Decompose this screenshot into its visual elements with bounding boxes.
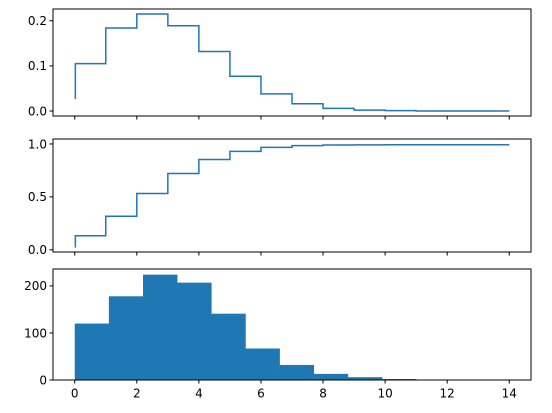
- y-tick-label: 0: [39, 373, 47, 387]
- x-tick-label: 12: [440, 387, 455, 401]
- histogram-bar: [313, 373, 349, 380]
- histogram-bar: [74, 323, 110, 380]
- y-tick-label: 0.5: [28, 190, 47, 204]
- x-tick-label: 10: [377, 387, 392, 401]
- histogram-bar: [177, 282, 212, 380]
- axes-frame: [52, 8, 532, 117]
- histogram-bar: [347, 377, 383, 380]
- step-line: [74, 143, 510, 248]
- histogram-plot: 0 100 200 0 2 4 6 8 10 12 14: [24, 268, 532, 401]
- histogram-bar: [245, 348, 280, 380]
- axes-frame: [52, 268, 532, 381]
- cdf-step-plot: 0.0 0.5 1.0: [28, 137, 532, 257]
- y-tick-label: 1.0: [28, 137, 47, 151]
- histogram-bar: [279, 364, 315, 380]
- step-line: [74, 13, 510, 112]
- histogram-bar: [143, 274, 178, 380]
- y-tick-label: 0.2: [28, 14, 47, 28]
- x-tick-label: 8: [319, 387, 327, 401]
- x-tick-label: 14: [502, 387, 517, 401]
- x-tick-label: 6: [257, 387, 265, 401]
- y-tick-label: 100: [24, 326, 47, 340]
- histogram-bar: [108, 296, 144, 380]
- pmf-step-plot: 0.0 0.1 0.2: [28, 8, 532, 120]
- histogram-bar: [211, 313, 246, 380]
- y-tick-label: 0.0: [28, 243, 47, 257]
- y-tick-label: 0.1: [28, 59, 47, 73]
- y-tick-label: 200: [24, 279, 47, 293]
- y-tick-label: 0.0: [28, 104, 47, 118]
- axes-frame: [52, 138, 532, 253]
- x-tick-label: 2: [133, 387, 141, 401]
- x-tick-label: 0: [71, 387, 79, 401]
- x-tick-label: 4: [195, 387, 203, 401]
